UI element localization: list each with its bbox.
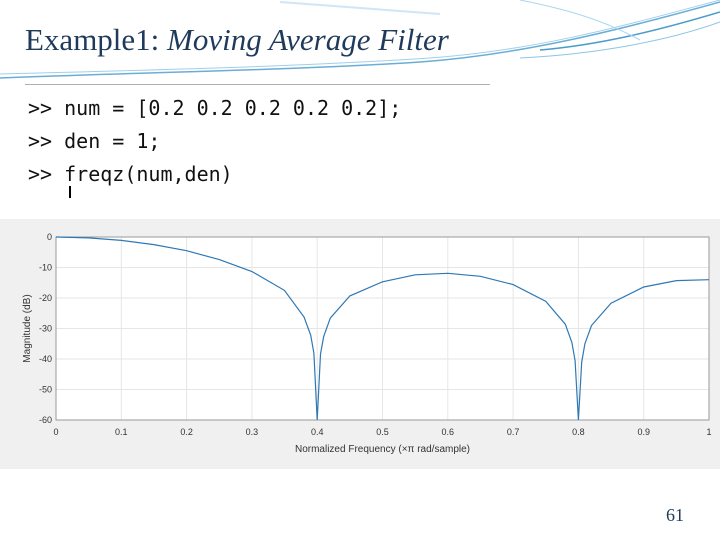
x-tick-label: 0.6 (442, 427, 455, 437)
x-tick-label: 0.2 (180, 427, 193, 437)
slide-title: Example1: Moving Average Filter (25, 22, 449, 58)
x-tick-label: 0.8 (572, 427, 585, 437)
y-tick-label: -30 (39, 324, 52, 334)
code-line: >> freqz(num,den) (28, 162, 233, 186)
y-tick-label: 0 (47, 232, 52, 242)
y-tick-label: -10 (39, 263, 52, 273)
y-axis-label: Magnitude (dB) (22, 294, 33, 362)
y-tick-label: -60 (39, 415, 52, 425)
code-divider (25, 84, 490, 85)
magnitude-response-plot: 0 0.1 0.2 0.3 0.4 0.5 0.6 0.7 0.8 0.9 1 0 -10 -20 -30 -… (22, 232, 712, 455)
x-tick-label: 0 (53, 427, 58, 437)
page-number: 61 (666, 505, 684, 525)
x-tick-label: 0.5 (376, 427, 389, 437)
title-italic: Moving Average Filter (167, 22, 449, 57)
y-tick-label: -40 (39, 354, 52, 364)
x-tick-label: 0.7 (507, 427, 520, 437)
x-tick-label: 0.4 (311, 427, 324, 437)
text-cursor (69, 186, 71, 198)
x-tick-label: 1 (706, 427, 711, 437)
magnitude-series-line (55, 236, 710, 421)
x-axis-label: Normalized Frequency (×π rad/sample) (295, 444, 470, 455)
y-tick-label: -20 (39, 293, 52, 303)
matlab-command-window: >> num = [0.2 0.2 0.2 0.2 0.2]; >> den =… (25, 82, 495, 202)
code-line: >> num = [0.2 0.2 0.2 0.2 0.2]; (28, 96, 402, 120)
axes-box (55, 236, 710, 421)
title-prefix: Example1: (25, 22, 168, 57)
x-tick-label: 0.3 (246, 427, 259, 437)
x-tick-label: 0.9 (637, 427, 650, 437)
title-swoosh-decoration (0, 0, 720, 79)
x-tick-label: 0.1 (115, 427, 128, 437)
y-tick-label: -50 (39, 385, 52, 395)
code-line: >> den = 1; (28, 129, 161, 153)
